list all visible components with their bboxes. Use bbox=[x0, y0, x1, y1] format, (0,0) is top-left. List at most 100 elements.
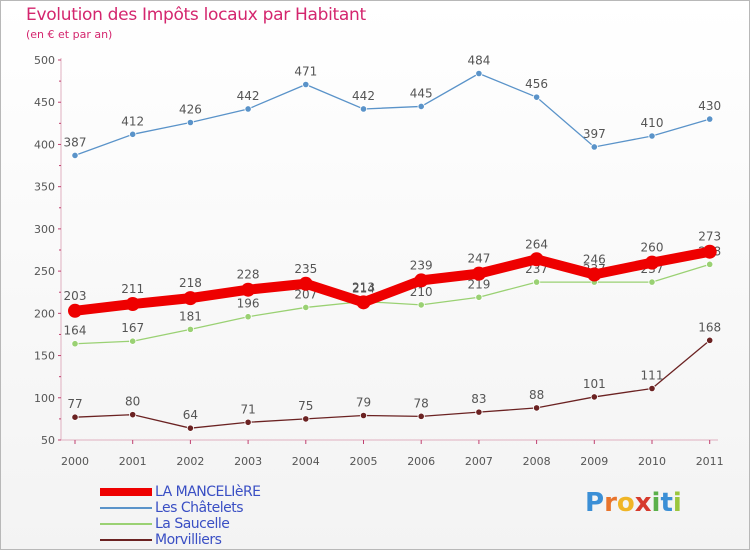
series-point bbox=[706, 260, 714, 268]
series-point bbox=[186, 325, 194, 333]
series-point bbox=[186, 118, 194, 127]
x-tick-label: 2004 bbox=[292, 455, 320, 468]
legend-swatch bbox=[100, 539, 152, 541]
data-label: 80 bbox=[125, 395, 140, 409]
data-label: 239 bbox=[410, 258, 433, 272]
series-point bbox=[417, 301, 425, 309]
series-point bbox=[68, 303, 82, 318]
data-label: 410 bbox=[641, 116, 664, 130]
data-label: 101 bbox=[583, 377, 606, 391]
data-label: 219 bbox=[467, 277, 490, 291]
data-label: 247 bbox=[467, 252, 490, 266]
data-label: 88 bbox=[529, 388, 544, 402]
data-label: 445 bbox=[410, 86, 433, 100]
data-label: 111 bbox=[641, 368, 664, 382]
series-point bbox=[706, 336, 714, 344]
series-point bbox=[244, 313, 252, 321]
legend-swatch bbox=[100, 507, 152, 509]
logo-letter: i bbox=[651, 488, 661, 518]
legend-label: Les Châtelets bbox=[155, 500, 244, 516]
y-tick-label: 50 bbox=[41, 434, 55, 447]
y-tick-label: 300 bbox=[34, 223, 55, 236]
series-point bbox=[417, 412, 425, 420]
series-point bbox=[241, 282, 256, 297]
logo-letter: i bbox=[672, 488, 682, 518]
y-tick-label: 200 bbox=[34, 307, 55, 320]
series-line bbox=[74, 339, 711, 429]
series-point bbox=[244, 418, 252, 426]
data-label: 412 bbox=[121, 114, 144, 128]
x-tick-label: 2003 bbox=[234, 455, 262, 468]
data-label: 78 bbox=[414, 396, 429, 410]
data-label: 387 bbox=[64, 135, 87, 149]
series-point bbox=[71, 413, 79, 421]
series-point bbox=[359, 105, 368, 113]
data-label: 71 bbox=[240, 402, 255, 416]
series-point bbox=[648, 384, 656, 393]
y-tick-label: 450 bbox=[34, 96, 55, 109]
data-label: 235 bbox=[294, 262, 317, 276]
data-label: 471 bbox=[294, 64, 317, 78]
series-point bbox=[475, 408, 483, 416]
series-point bbox=[587, 267, 602, 282]
data-label: 430 bbox=[698, 99, 721, 113]
series-point bbox=[302, 415, 310, 423]
data-label: 196 bbox=[237, 297, 260, 311]
series-point bbox=[71, 340, 79, 348]
series-point bbox=[529, 252, 544, 267]
series-point bbox=[590, 143, 598, 151]
chart-legend: LA MANCELIèRE Les Châtelets La Saucelle Mor… bbox=[100, 484, 261, 548]
data-label: 207 bbox=[294, 287, 317, 301]
data-label: 167 bbox=[121, 321, 144, 335]
series-point bbox=[302, 303, 310, 312]
data-label: 213 bbox=[352, 280, 375, 294]
data-label: 164 bbox=[64, 324, 87, 338]
series-line bbox=[74, 72, 710, 157]
data-label: 273 bbox=[698, 230, 721, 244]
series-point bbox=[129, 411, 137, 419]
legend-label: Morvilliers bbox=[155, 532, 222, 548]
series-point bbox=[702, 244, 717, 259]
data-label: 246 bbox=[583, 252, 606, 266]
series-point bbox=[471, 266, 486, 281]
x-tick-label: 2009 bbox=[580, 455, 608, 468]
series-point bbox=[414, 273, 429, 288]
y-tick-label: 350 bbox=[34, 181, 55, 194]
data-label: 168 bbox=[698, 320, 721, 334]
series-point bbox=[183, 291, 198, 306]
chart-title: Evolution des Impôts locaux par Habitant bbox=[26, 5, 366, 25]
legend-label: LA MANCELIèRE bbox=[155, 484, 261, 500]
data-label: 64 bbox=[183, 408, 198, 422]
chart-subtitle: (en € et par an) bbox=[26, 28, 113, 41]
data-label: 211 bbox=[121, 282, 144, 296]
series-point bbox=[590, 393, 598, 401]
series-point bbox=[475, 69, 483, 78]
series-point bbox=[532, 278, 541, 286]
data-label: 218 bbox=[179, 276, 202, 290]
series-point bbox=[125, 297, 140, 312]
data-label: 264 bbox=[525, 237, 548, 251]
data-label: 260 bbox=[641, 241, 664, 255]
series-line bbox=[74, 263, 710, 345]
legend-item: Morvilliers bbox=[100, 532, 261, 548]
data-label: 484 bbox=[467, 54, 490, 68]
x-tick-label: 2010 bbox=[638, 455, 666, 468]
data-label: 83 bbox=[471, 392, 486, 406]
logo-letter: t bbox=[660, 488, 673, 518]
data-label: 77 bbox=[67, 397, 82, 411]
series-point bbox=[645, 255, 659, 270]
data-label: 181 bbox=[179, 309, 202, 323]
data-label: 203 bbox=[64, 289, 87, 303]
proxiti-logo: Proxiti bbox=[585, 488, 682, 518]
data-label: 214 bbox=[352, 282, 375, 296]
x-tick-label: 2008 bbox=[523, 455, 551, 468]
data-label: 456 bbox=[525, 77, 548, 91]
data-label: 210 bbox=[410, 285, 433, 299]
series-point bbox=[356, 295, 371, 310]
y-tick-label: 500 bbox=[34, 54, 55, 67]
series-point bbox=[244, 105, 252, 113]
y-tick-label: 150 bbox=[34, 350, 55, 363]
series-point bbox=[532, 93, 541, 101]
logo-letter: P bbox=[585, 488, 605, 518]
